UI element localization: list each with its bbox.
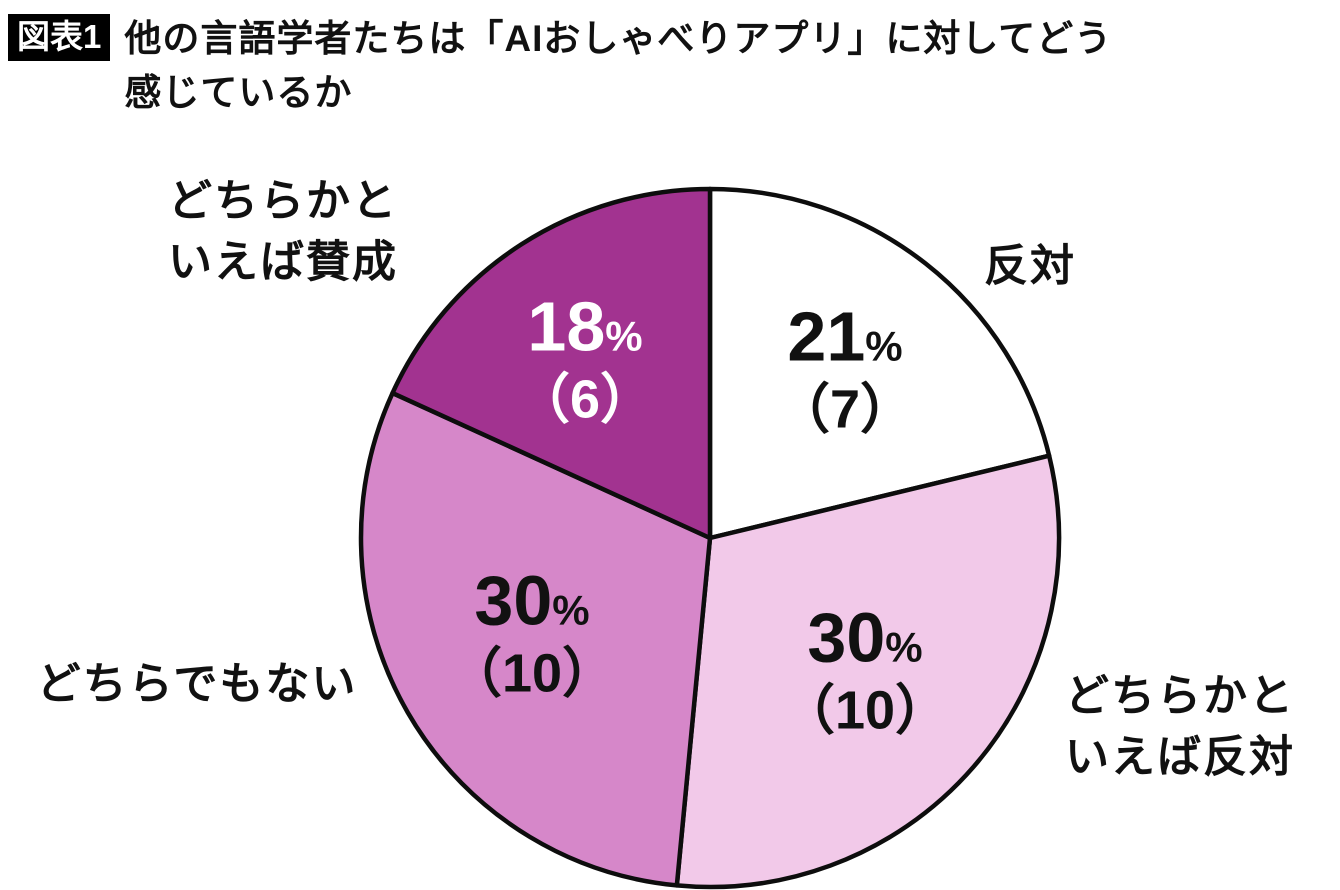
outer-label-line1: どちらかと bbox=[1065, 671, 1295, 721]
pie-slice-dochirakato-ieba-hantai bbox=[674, 453, 1062, 890]
pie-slice-hantai bbox=[707, 186, 1052, 541]
figure-title-line2: 感じているか bbox=[124, 71, 353, 113]
figure-title-line1: 他の言語学者たちは「AIおしゃべりアプリ」に対してどう bbox=[124, 18, 1113, 59]
figure-header: 図表1 他の言語学者たちは「AIおしゃべりアプリ」に対してどう 感じているか bbox=[8, 12, 1112, 119]
outer-label-line2: いえば賛成 bbox=[168, 237, 398, 286]
figure-title: 他の言語学者たちは「AIおしゃべりアプリ」に対してどう 感じているか bbox=[124, 12, 1112, 119]
outer-label-line1: どちらかと bbox=[168, 176, 398, 226]
outer-label-dochirakato-ieba-sansei: どちらかと いえば賛成 bbox=[168, 171, 398, 292]
outer-label-dochira-demo-nai: どちらでもない bbox=[36, 659, 358, 709]
pie-slice-dochira-demo-nai bbox=[358, 390, 713, 888]
pie-slice-dochirakato-ieba-sansei bbox=[390, 186, 713, 541]
outer-label-hantai: 反対 bbox=[984, 241, 1076, 291]
outer-label-dochirakato-ieba-hantai: どちらかと いえば反対 bbox=[1065, 666, 1295, 787]
outer-label-line2: いえば反対 bbox=[1065, 732, 1295, 781]
figure-number-badge: 図表1 bbox=[8, 14, 111, 62]
